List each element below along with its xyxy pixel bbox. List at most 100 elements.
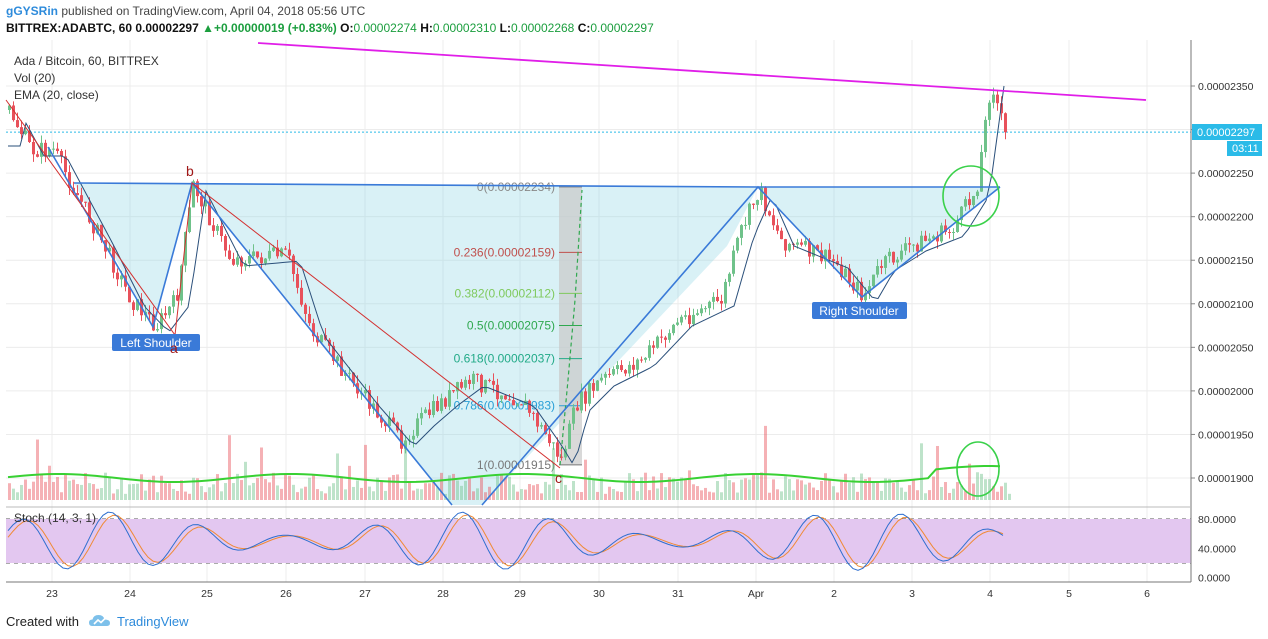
y-tick-label: 0.00002200 [1198,212,1254,224]
candle-body [476,373,479,375]
candle-body [388,417,391,427]
volume-bar [992,486,995,500]
symbol-info: BITTREX:ADABTC, 60 0.00002297 ▲+0.000000… [6,21,654,35]
candle-body [80,195,83,202]
candle-body [688,315,691,325]
volume-bars [8,425,1011,500]
candle-body [804,240,807,245]
volume-bar [812,487,815,500]
volume-bar [380,480,383,500]
candle-body [568,423,571,449]
candle-body [148,311,151,315]
candle-body [128,286,131,303]
volume-bar [32,481,35,500]
volume-bar [8,483,11,500]
volume-bar [196,478,199,500]
candle-body [956,220,959,233]
volume-bar [136,483,139,500]
volume-bar [208,487,211,500]
volume-bar [488,486,491,500]
volume-bar [72,479,75,500]
volume-bar [576,491,579,500]
candle-body [216,225,219,231]
candle-body [768,211,771,216]
candle-body [168,306,171,316]
price-chart[interactable]: 0(0.00002234) 0.236(0.00002159) 0.382(0.00… [0,40,1268,604]
volume-bar [892,482,895,500]
legend-ema: EMA (20, close) [14,88,99,102]
volume-bar [740,479,743,500]
candle-body [48,149,51,156]
abc-wave-line [5,99,561,469]
volume-bar [864,479,867,500]
candle-body [984,119,987,153]
candle-body [332,345,335,361]
volume-bar [112,493,115,500]
volume-bar [704,487,707,500]
candle-body [1000,103,1003,114]
volume-bar [28,488,31,500]
candle-body [188,207,191,233]
candle-body [512,400,515,406]
volume-bar [180,480,183,500]
candle-body [604,373,607,378]
candle-body [428,409,431,416]
volume-bar [932,476,935,500]
volume-bar [596,491,599,500]
volume-bar [836,492,839,500]
y-tick-label: 0.00002050 [1198,342,1254,354]
volume-bar [540,493,543,500]
candle-body [536,412,539,427]
candle-body [596,380,599,391]
volume-bar [84,472,87,500]
candle-body [444,398,447,407]
close-label: C: [577,21,591,35]
candle-body [992,94,995,103]
volume-bar [688,470,691,500]
volume-bar [308,477,311,500]
volume-bar [200,486,203,500]
volume-bar [608,486,611,500]
candle-body [732,250,735,274]
volume-bar [204,492,207,500]
volume-bar [40,473,43,500]
volume-bar [232,483,235,500]
volume-bar [692,484,695,500]
volume-bar [548,484,551,500]
candle-body [644,357,647,360]
volume-bar [288,475,291,500]
candle-body [708,301,711,309]
candle-body [848,268,851,283]
candle-body [724,281,727,304]
volume-bar [216,474,219,500]
candle-body [52,148,55,150]
volume-bar [944,482,947,500]
volume-bar [328,486,331,500]
candle-body [224,235,227,251]
volume-bar [592,480,595,500]
high-label: H: [420,21,433,35]
volume-circle [956,441,1000,497]
volume-bar [772,479,775,500]
candle-body [304,304,307,314]
volume-bar [748,479,751,500]
candle-body [320,335,323,343]
volume-bar [796,479,799,500]
candle-body [368,390,371,409]
volume-bar [896,481,899,500]
right-shoulder-text: Right Shoulder [819,304,898,318]
candle-body [260,257,263,264]
volume-bar [244,461,247,500]
author-name[interactable]: gGYSRin [6,4,59,18]
volume-bar [476,488,479,500]
candle-body [344,372,347,376]
tradingview-logo-icon [89,615,110,626]
volume-bar [816,490,819,500]
volume-bar [872,481,875,500]
candle-body [32,142,35,155]
tradingview-brand[interactable]: TradingView [117,614,189,629]
candle-body [284,248,287,250]
candle-body [560,456,563,458]
volume-bar [192,477,195,500]
volume-bar [652,476,655,500]
